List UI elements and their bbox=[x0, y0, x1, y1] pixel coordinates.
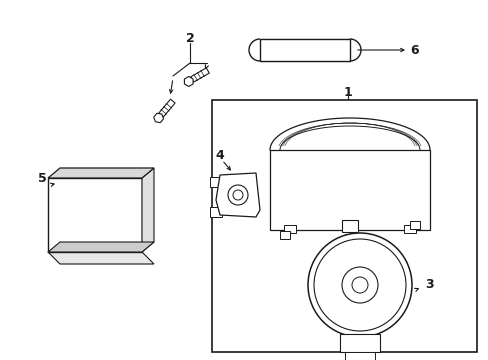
Polygon shape bbox=[190, 68, 209, 82]
Circle shape bbox=[227, 185, 247, 205]
Text: 1: 1 bbox=[343, 86, 352, 99]
Circle shape bbox=[307, 233, 411, 337]
Text: 5: 5 bbox=[38, 171, 46, 185]
Text: 4: 4 bbox=[215, 149, 224, 162]
Circle shape bbox=[341, 267, 377, 303]
Polygon shape bbox=[48, 242, 154, 252]
Polygon shape bbox=[48, 252, 154, 264]
Polygon shape bbox=[48, 178, 142, 252]
Bar bbox=[269, 150, 429, 230]
Polygon shape bbox=[159, 99, 175, 117]
Bar bbox=[209, 177, 222, 187]
Bar bbox=[403, 225, 415, 233]
Bar bbox=[345, 234, 354, 242]
Polygon shape bbox=[216, 173, 260, 217]
Bar bbox=[409, 221, 419, 229]
Polygon shape bbox=[240, 150, 309, 265]
Bar bbox=[212, 100, 476, 352]
Text: 2: 2 bbox=[185, 32, 194, 45]
Polygon shape bbox=[142, 168, 154, 252]
Text: 3: 3 bbox=[425, 279, 433, 292]
Circle shape bbox=[313, 239, 405, 331]
Bar bbox=[209, 207, 222, 217]
Polygon shape bbox=[424, 150, 444, 240]
Circle shape bbox=[351, 277, 367, 293]
Bar bbox=[345, 352, 374, 360]
Bar bbox=[284, 225, 295, 233]
Circle shape bbox=[232, 190, 243, 200]
Bar bbox=[339, 334, 379, 352]
Text: 6: 6 bbox=[410, 44, 418, 57]
Bar bbox=[341, 220, 357, 232]
Bar bbox=[260, 39, 349, 61]
Polygon shape bbox=[153, 113, 163, 123]
Polygon shape bbox=[184, 77, 193, 86]
Bar bbox=[280, 231, 289, 239]
Polygon shape bbox=[48, 168, 154, 178]
